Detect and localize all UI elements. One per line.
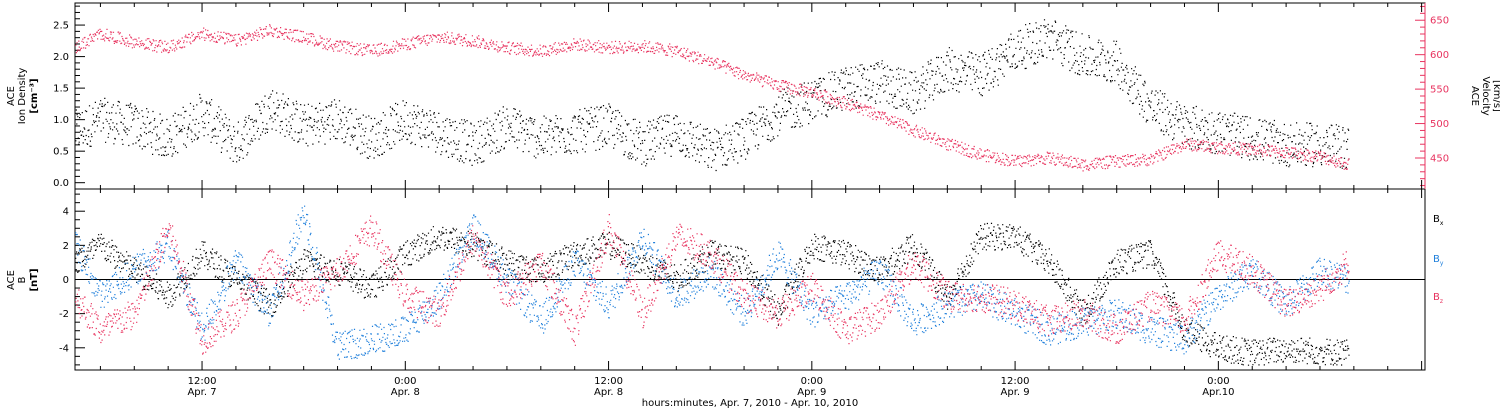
velocity-axis-label-1: ACE bbox=[1469, 86, 1480, 106]
date-tick-label: Apr. 8 bbox=[391, 387, 420, 398]
time-tick-label: 0:00 bbox=[1207, 376, 1229, 387]
b-tick-label: 0 bbox=[63, 275, 69, 286]
velocity-axis-label-3: [km/s] bbox=[1491, 80, 1500, 112]
time-tick-label: 0:00 bbox=[801, 376, 823, 387]
velocity-series-points bbox=[75, 24, 1350, 172]
density-series bbox=[75, 19, 1350, 172]
density-tick-label: 2.5 bbox=[53, 21, 69, 32]
density-tick-label: 1.0 bbox=[53, 115, 69, 126]
b-axis-label-1: ACE bbox=[6, 270, 17, 290]
b-tick-label: -4 bbox=[59, 343, 69, 354]
velocity-series bbox=[75, 24, 1350, 172]
b-tick-label: -2 bbox=[59, 309, 69, 320]
time-tick-label: 12:00 bbox=[1001, 376, 1030, 387]
by-series bbox=[75, 205, 1350, 360]
velocity-axis-label-2: Velocity bbox=[1480, 76, 1491, 115]
x-axis-title: hours:minutes, Apr. 7, 2010 - Apr. 10, 2… bbox=[642, 398, 858, 409]
series-layer bbox=[75, 19, 1350, 366]
b-tick-label: 2 bbox=[63, 241, 69, 252]
velocity-axis-ticks: 450 500 550 600 650 bbox=[1415, 3, 1449, 189]
legend-by: By bbox=[1433, 254, 1444, 267]
time-tick-label: 0:00 bbox=[394, 376, 416, 387]
by-series-points bbox=[75, 205, 1350, 360]
legend: Bx By Bz bbox=[1433, 214, 1444, 305]
density-tick-label: 1.5 bbox=[53, 84, 69, 95]
b-axis-label-3: [nT] bbox=[29, 268, 40, 291]
density-axis-label-2: Ion Density bbox=[17, 68, 28, 125]
date-tick-label: Apr. 9 bbox=[797, 387, 826, 398]
top-panel-frame bbox=[74, 2, 1426, 190]
bz-series-points bbox=[75, 214, 1350, 355]
bz-series bbox=[75, 214, 1350, 355]
date-tick-label: Apr.10 bbox=[1202, 387, 1234, 398]
date-tick-label: Apr. 9 bbox=[1001, 387, 1030, 398]
date-tick-label: Apr. 7 bbox=[187, 387, 216, 398]
velocity-tick-label: 500 bbox=[1430, 119, 1449, 130]
velocity-tick-label: 600 bbox=[1430, 50, 1449, 61]
density-tick-label: 0.0 bbox=[53, 178, 69, 189]
velocity-tick-label: 550 bbox=[1430, 85, 1449, 96]
velocity-tick-label: 450 bbox=[1430, 154, 1449, 165]
time-tick-label: 12:00 bbox=[594, 376, 623, 387]
bx-series bbox=[75, 222, 1350, 366]
density-axis-label-3: [cm⁻³] bbox=[29, 78, 40, 113]
time-tick-label: 12:00 bbox=[188, 376, 217, 387]
density-series-points bbox=[75, 19, 1350, 172]
density-tick-label: 2.0 bbox=[53, 52, 69, 63]
date-tick-label: Apr. 8 bbox=[594, 387, 623, 398]
density-tick-label: 0.5 bbox=[53, 147, 69, 158]
density-axis-ticks: 0.0 0.5 1.0 1.5 2.0 2.5 bbox=[53, 5, 85, 190]
b-axis-label-2: B bbox=[17, 276, 28, 283]
legend-bx: Bx bbox=[1433, 214, 1444, 227]
bx-series-points bbox=[75, 222, 1350, 366]
density-axis-label-1: ACE bbox=[6, 86, 17, 106]
velocity-tick-label: 650 bbox=[1430, 16, 1449, 27]
b-tick-label: 4 bbox=[63, 207, 69, 218]
legend-bz: Bz bbox=[1433, 292, 1443, 305]
